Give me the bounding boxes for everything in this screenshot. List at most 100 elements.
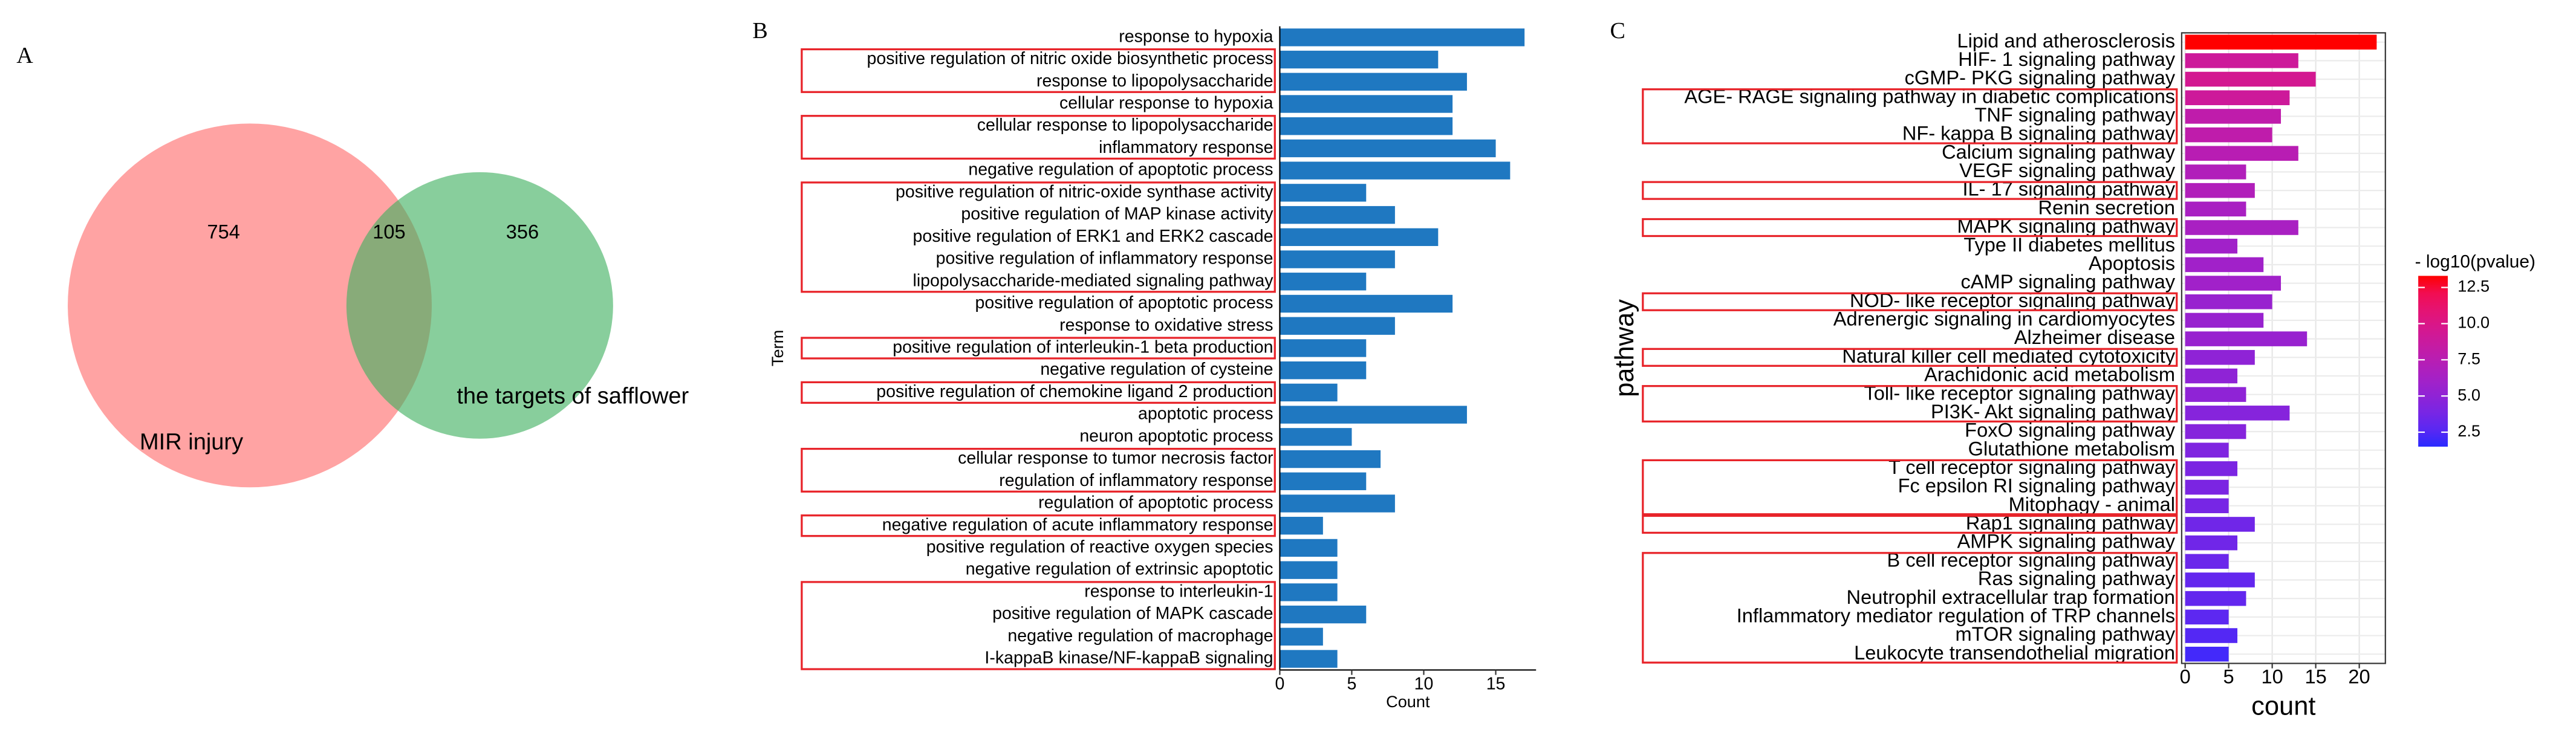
category-label: regulation of inflammatory response [999,471,1273,490]
highlight-box [801,447,1276,493]
bar [2185,53,2298,68]
bar [1280,317,1395,335]
bar [1280,627,1323,646]
highlight-box [1642,292,2178,311]
venn-count: 754 [207,220,239,242]
bar [2185,331,2308,346]
category-label: cGMP- PKG signaling pathway [1905,66,2176,89]
highlight-box [1642,552,2178,664]
bar [2185,517,2255,532]
highlight-box [801,181,1276,293]
category-label: Mitophagy - animal [2009,493,2175,515]
x-tick-label: 5 [1347,674,1357,693]
category-label: positive regulation of MAPK cascade [992,604,1273,623]
x-tick-label: 0 [2180,665,2191,688]
highlight-box [1642,385,2178,423]
bar [1280,73,1467,91]
category-label: neuron apoptotic process [1079,426,1273,445]
bar [2185,34,2377,50]
bar [2185,387,2246,402]
category-label: positive regulation of reactive oxygen s… [926,537,1273,557]
category-label: cAMP signaling pathway [1961,270,2176,293]
bar [2185,71,2316,87]
category-label: PI3K- Akt signaling pathway [1931,400,2176,423]
bar [2185,572,2255,588]
bar [1280,361,1367,380]
bar [2185,628,2238,643]
bar [1280,472,1367,490]
category-label: response to lipopolysaccharide [1036,71,1273,91]
bar [1280,117,1453,135]
colorbar [2418,276,2448,447]
bar [2185,146,2298,161]
x-axis-title: Count [1386,692,1430,711]
highlight-box [1642,181,2178,200]
legend-title: - log10(pvalue) [2415,252,2535,272]
bar [1280,161,1511,180]
venn-count: 356 [506,220,539,242]
bar [2185,276,2282,291]
highlight-box [801,581,1276,670]
bar [2185,109,2282,124]
plot-border [2181,32,2386,664]
bar [2185,257,2264,273]
bar [2185,554,2229,569]
bar [1280,450,1381,468]
category-label: HIF- 1 signaling pathway [1958,48,2175,70]
bar [2185,220,2298,235]
bar [2185,312,2264,328]
colorbar-tick-label: 7.5 [2457,349,2480,368]
category-label: positive regulation of interleukin-1 bet… [893,337,1273,357]
bar [1280,95,1453,113]
highlight-box [801,337,1276,360]
category-label: Glutathione metabolism [1968,437,2175,459]
category-label: negative regulation of apoptotic process [968,160,1273,180]
bar [1280,539,1338,557]
bar [2185,609,2229,625]
set-label: the targets of safflower [457,383,689,409]
x-tick-label: 20 [2348,665,2370,688]
highlight-box [801,381,1276,404]
bar [2185,238,2238,254]
bar [1280,583,1338,601]
highlight-box [801,115,1276,160]
category-label: response to hypoxia [1119,27,1273,46]
panel-label: B [752,18,767,44]
bar [1280,428,1352,446]
bar [2185,442,2229,458]
panel-label: C [1610,18,1625,44]
bar [1280,339,1367,357]
bar [1280,228,1439,247]
colorbar-tick-label: 12.5 [2457,277,2490,296]
category-label: cellular response to lipopolysaccharide [977,115,1273,135]
highlight-box [1642,88,2178,144]
set-label: MIR injury [140,430,243,455]
category-label: positive regulation of inflammatory resp… [936,249,1273,268]
bar [2185,183,2255,198]
bar [1280,139,1496,158]
category-label: NF- kappa B signaling pathway [1902,122,2176,144]
category-label: positive regulation of MAP kinase activi… [961,204,1273,224]
category-label: apoptotic process [1138,404,1273,424]
x-axis-title: count [2251,691,2315,720]
x-tick-label: 0 [1275,674,1284,693]
bar [2185,90,2290,105]
x-tick-label: 10 [1414,674,1434,693]
bar [2185,461,2238,476]
highlight-box [1642,514,2178,534]
x-tick-label: 5 [2223,665,2234,688]
x-tick-label: 15 [1486,674,1506,693]
bar [2185,535,2238,551]
highlight-box [1642,348,2178,367]
y-axis-title: Term [768,330,787,366]
bar [1280,206,1395,224]
bar [1280,50,1439,69]
bar [1280,650,1338,668]
venn-circle [346,172,613,439]
category-label: inflammatory response [1099,138,1273,157]
panel-label: A [16,43,33,68]
highlight-box [801,48,1276,93]
bar [2185,646,2229,662]
bar [1280,517,1323,535]
category-label: positive regulation of nitric-oxide synt… [896,182,1273,201]
